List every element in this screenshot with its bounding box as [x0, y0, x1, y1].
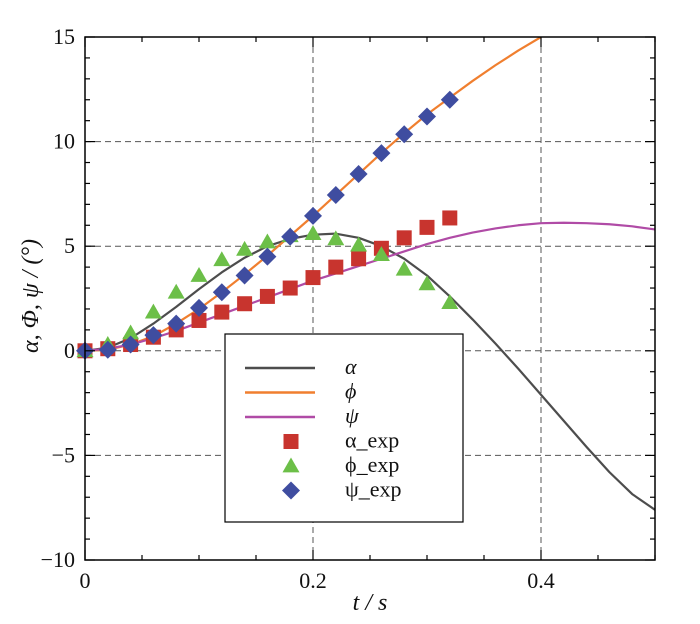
legend-marker-4 [282, 457, 300, 473]
series-4-point [418, 275, 436, 291]
series-5-point [190, 298, 208, 317]
x-tick-label: 0.4 [527, 568, 555, 593]
series-3-point [191, 312, 207, 328]
tick-labels: 0 0.2 0.4 15 10 5 0 −5 −10 [41, 24, 555, 593]
series-5-point [258, 247, 277, 266]
y-tick-label: 5 [64, 233, 75, 258]
series-5-point [349, 165, 368, 184]
y-tick-label: −10 [41, 547, 75, 572]
legend-label-1: ϕ [345, 379, 356, 404]
y-tick-label: −5 [52, 442, 75, 467]
series-3-point [351, 251, 367, 267]
series-5-point [326, 185, 345, 204]
series-4-point [236, 240, 254, 256]
series-4-point [190, 266, 208, 282]
series-4-point [327, 230, 345, 246]
series-4-point [167, 283, 185, 299]
series-3-point [282, 280, 298, 296]
series-4-point [258, 233, 276, 249]
legend-label-5: ψ_exp [345, 477, 402, 502]
legend-label-4: ϕ_exp [345, 452, 399, 477]
series-5-point [98, 340, 117, 359]
series-4-point [144, 303, 162, 319]
legend-label-3: α_exp [345, 428, 399, 453]
y-tick-label: 10 [53, 129, 75, 154]
series-5-point [144, 326, 163, 345]
series-4-point [395, 260, 413, 276]
series-5-point [235, 266, 254, 285]
series-5-point [372, 144, 391, 163]
series-0-line [85, 232, 655, 511]
series-5-point [281, 227, 300, 246]
y-tick-label: 0 [64, 338, 75, 363]
y-tick-label: 15 [53, 24, 75, 49]
series-5-point [304, 206, 322, 225]
series-5-point [395, 125, 414, 144]
series-3-point [328, 259, 344, 275]
series-5-point [121, 335, 140, 354]
legend-box [224, 333, 464, 523]
x-tick-label: 0 [80, 568, 91, 593]
x-tick-label: 0.2 [299, 568, 327, 593]
series-5-point [212, 283, 231, 302]
series-3-point [259, 288, 275, 304]
series-3-point [305, 270, 321, 286]
series-4-point [441, 294, 459, 310]
ticks [84, 36, 656, 561]
series-4-point [304, 225, 322, 241]
plot-markers [76, 90, 459, 360]
y-axis-title: α, Φ, ψ / (°) [18, 239, 44, 353]
series-3-point [396, 230, 412, 246]
series-4-point [350, 236, 368, 252]
legend-label-0: α [345, 354, 357, 379]
series-5-point [440, 90, 459, 109]
series-3-point [419, 219, 435, 235]
series-4-point [372, 246, 390, 261]
series-3-point [214, 304, 230, 320]
series-5-point [418, 107, 436, 126]
legend-marker-5 [282, 481, 300, 500]
series-4-point [213, 251, 231, 267]
series-4-point [122, 324, 140, 340]
x-axis-title: t / s [353, 590, 388, 616]
legend-label-2: ψ [345, 403, 359, 428]
series-5-point [167, 314, 186, 333]
legend-marker-3 [283, 434, 299, 449]
series-3-point [237, 296, 253, 312]
series-3-point [442, 210, 458, 226]
